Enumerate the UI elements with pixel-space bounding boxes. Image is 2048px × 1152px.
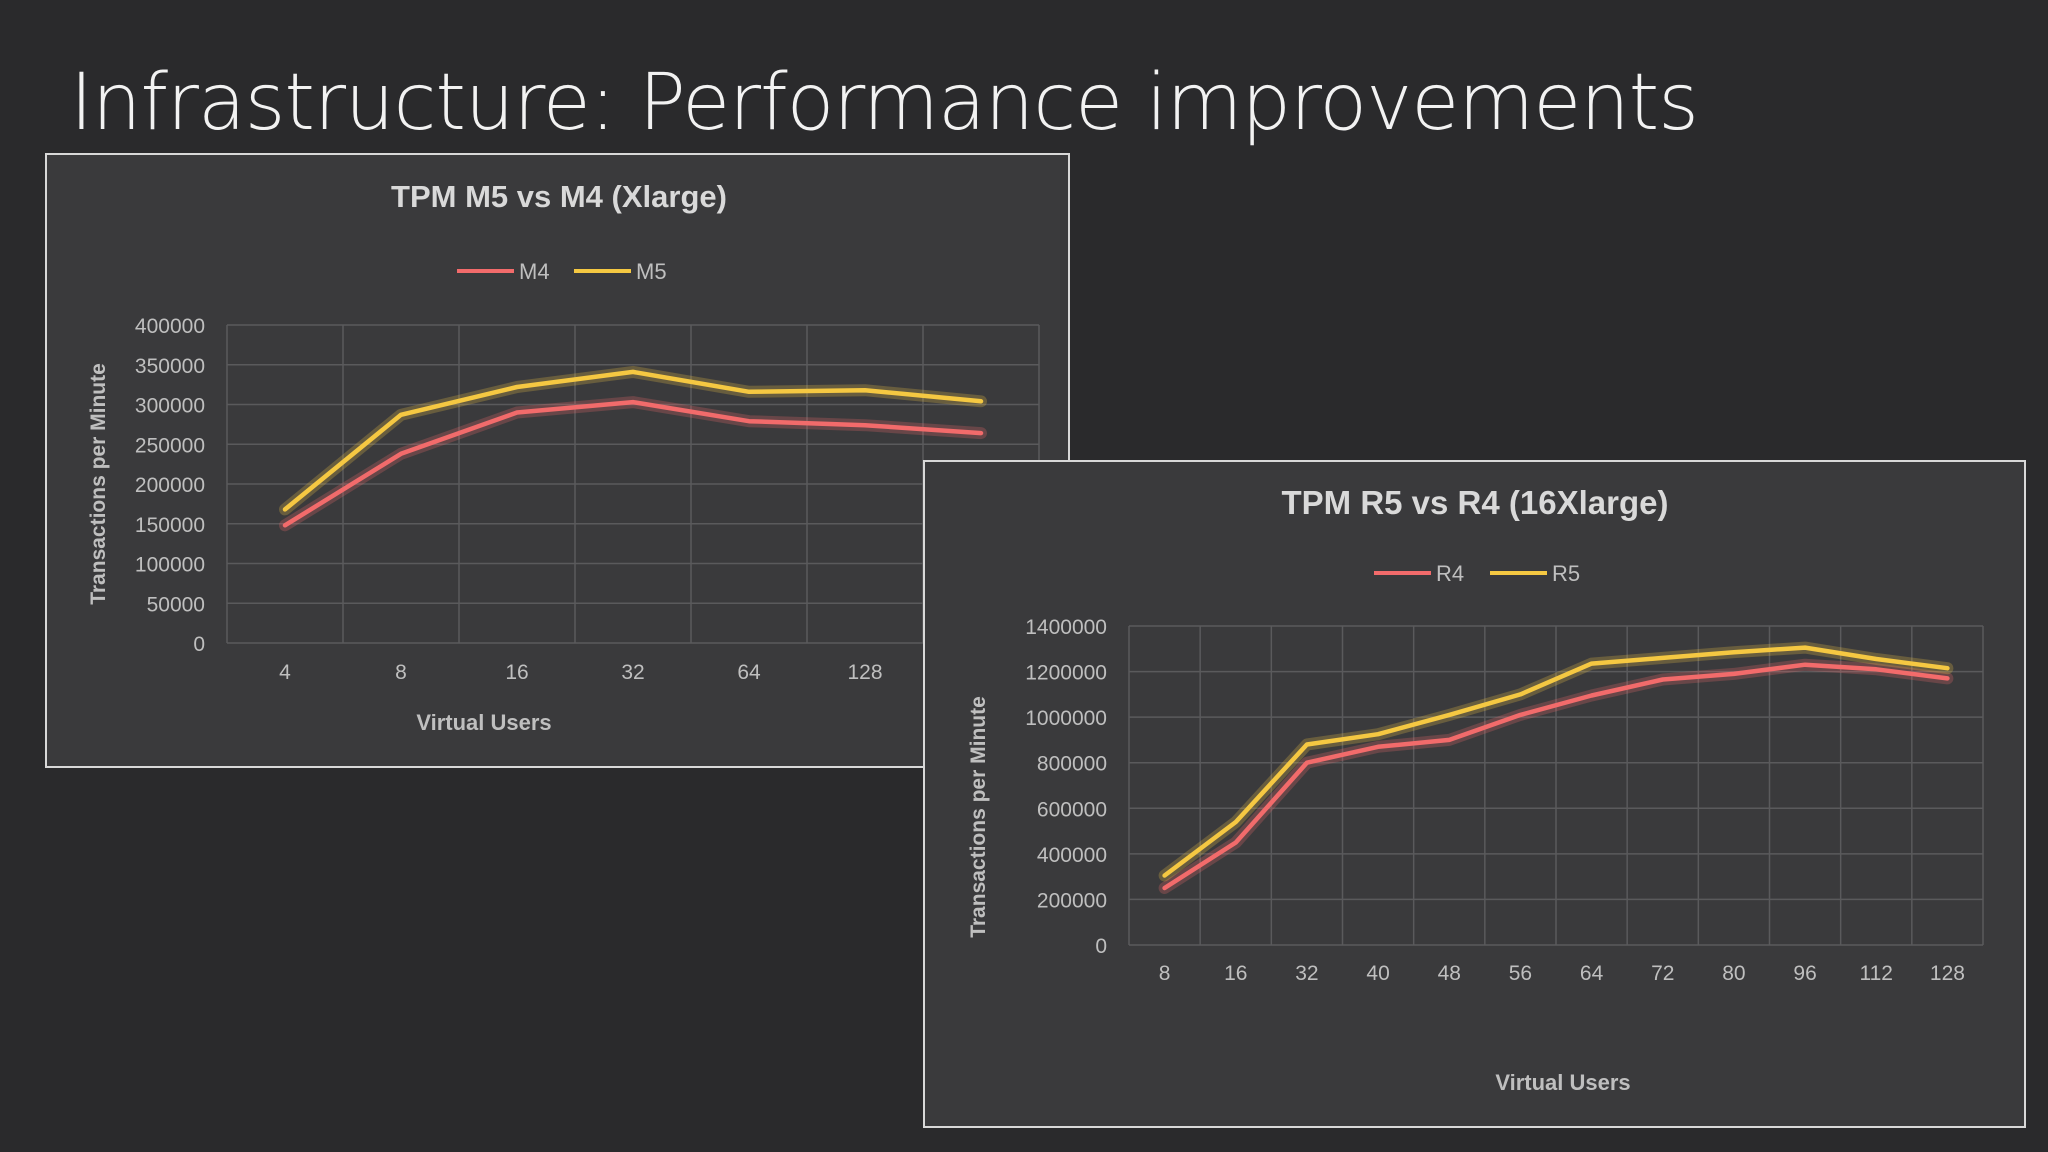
y-tick-label: 300000: [135, 395, 205, 418]
x-axis-label: Virtual Users: [416, 710, 551, 735]
y-tick-label: 350000: [135, 355, 205, 378]
y-tick-label: 800000: [1037, 753, 1107, 776]
slide-title: Infrastructure: Performance improvements: [70, 58, 1699, 148]
chart-r-svg: TPM R5 vs R4 (16Xlarge) R4 R5 0200000400…: [967, 484, 1984, 1095]
y-tick-label: 0: [193, 633, 205, 656]
legend: R4 R5: [1374, 561, 1580, 586]
y-tick-label: 1000000: [1025, 707, 1107, 730]
x-tick-label: 64: [737, 661, 761, 684]
x-tick-label: 96: [1793, 962, 1816, 985]
x-axis-ticks: 4 8 16 32 64 128: [279, 661, 882, 684]
chart-title: TPM R5 vs R4 (16Xlarge): [1282, 484, 1669, 521]
y-axis-ticks: 0 200000 400000 600000 800000 1000000 1200000 1…: [1025, 616, 1107, 958]
x-tick-label: 112: [1860, 962, 1893, 985]
y-tick-label: 1200000: [1025, 662, 1107, 685]
x-tick-label: 48: [1438, 962, 1461, 985]
y-tick-label: 1400000: [1025, 616, 1107, 639]
chart-tpm-m5-vs-m4: TPM M5 vs M4 (Xlarge) M4 M5 0 50000 100000…: [45, 153, 1070, 768]
y-tick-label: 250000: [135, 434, 205, 457]
series-lines: [279, 365, 987, 532]
grid: [1128, 625, 1984, 946]
x-tick-label: 32: [621, 661, 644, 684]
y-tick-label: 50000: [147, 593, 205, 616]
y-tick-label: 100000: [135, 554, 205, 577]
x-tick-label: 16: [1224, 962, 1247, 985]
chart-m-svg: TPM M5 vs M4 (Xlarge) M4 M5 0 50000 100000…: [87, 179, 1040, 735]
x-tick-label: 16: [505, 661, 528, 684]
y-tick-label: 400000: [135, 315, 205, 338]
x-axis-label: Virtual Users: [1495, 1070, 1630, 1095]
x-tick-label: 8: [1159, 962, 1171, 985]
x-axis-ticks: 8 16 32 40 48 56 64 72 80 96 112 128: [1159, 962, 1965, 985]
x-tick-label: 8: [395, 661, 407, 684]
chart-title: TPM M5 vs M4 (Xlarge): [391, 179, 727, 214]
x-tick-label: 4: [279, 661, 291, 684]
x-tick-label: 80: [1722, 962, 1745, 985]
x-tick-label: 40: [1366, 962, 1389, 985]
y-axis-label: Transactions per Minute: [967, 696, 990, 938]
x-tick-label: 32: [1295, 962, 1318, 985]
series-line-m4: [282, 399, 984, 528]
y-tick-label: 0: [1095, 935, 1107, 958]
y-tick-label: 400000: [1037, 844, 1107, 867]
legend: M4 M5: [457, 259, 667, 284]
y-tick-label: 200000: [1037, 889, 1107, 912]
legend-label-r4: R4: [1436, 561, 1464, 586]
legend-label-m5: M5: [636, 259, 667, 284]
y-tick-label: 150000: [135, 514, 205, 537]
y-axis-label: Transactions per Minute: [87, 363, 110, 605]
x-tick-label: 64: [1580, 962, 1604, 985]
y-tick-label: 600000: [1037, 798, 1107, 821]
series-line-r5: [1162, 645, 1950, 878]
series-line-m5: [282, 369, 984, 512]
series-line-r4: [1162, 662, 1950, 891]
chart-tpm-r5-vs-r4: TPM R5 vs R4 (16Xlarge) R4 R5 0 200000 400…: [923, 460, 2026, 1128]
x-tick-label: 56: [1509, 962, 1532, 985]
y-tick-label: 200000: [135, 474, 205, 497]
y-axis-ticks: 0 50000 100000 150000 200000 250000 300000 3500…: [135, 315, 205, 656]
x-tick-label: 72: [1651, 962, 1674, 985]
legend-label-m4: M4: [519, 259, 550, 284]
x-tick-label: 128: [1930, 962, 1965, 985]
x-tick-label: 128: [847, 661, 882, 684]
legend-label-r5: R5: [1552, 561, 1580, 586]
series-lines: [1158, 641, 1954, 894]
